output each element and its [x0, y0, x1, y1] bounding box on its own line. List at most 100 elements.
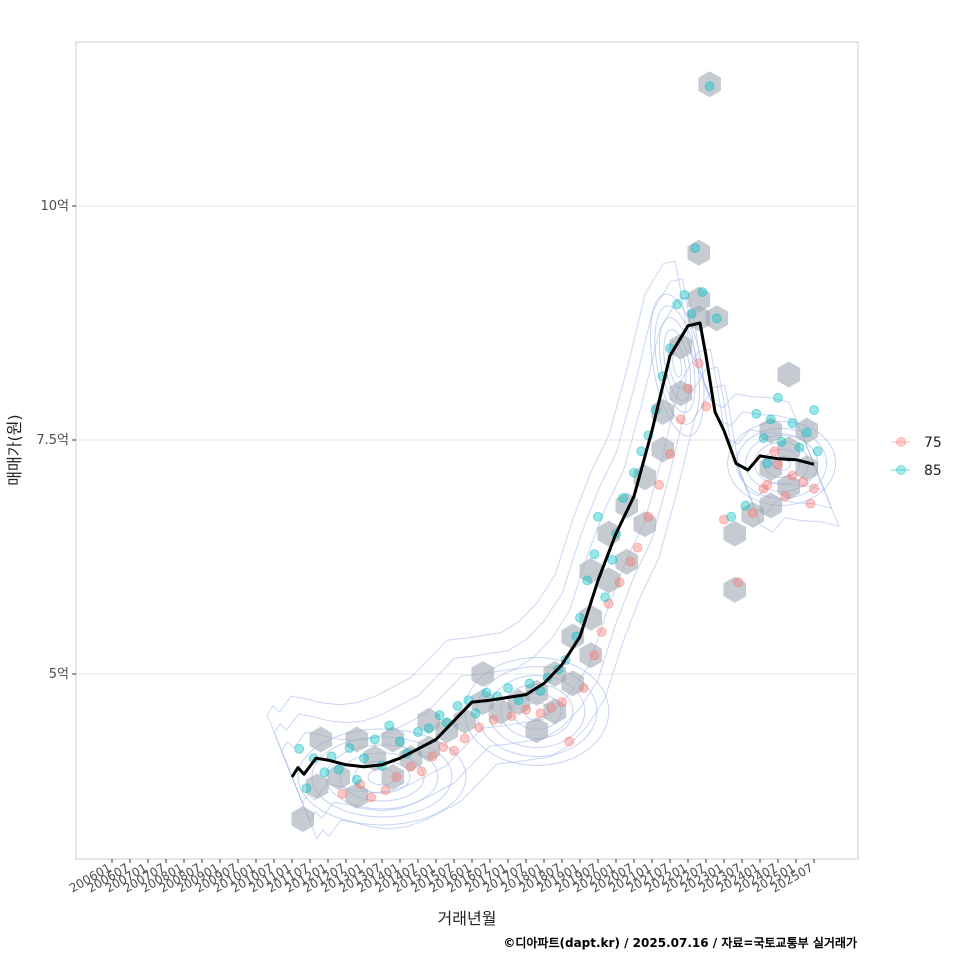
y-axis-ticks: 5억 7.5억 10억: [36, 199, 76, 682]
hexbin: [723, 576, 747, 603]
hexbin: [399, 745, 423, 772]
legend-label-75: 75: [924, 435, 942, 451]
legend: 75 85: [891, 435, 942, 479]
hexbin: [615, 548, 639, 575]
hexbin: [381, 726, 405, 753]
point-85: [470, 708, 481, 719]
point-85: [801, 427, 812, 438]
point-85: [503, 683, 513, 694]
point-85: [711, 313, 722, 324]
point-85: [319, 767, 330, 778]
hexbin: [777, 473, 801, 500]
point-75: [805, 498, 816, 509]
point-85: [481, 687, 492, 698]
hexbin: [651, 436, 675, 463]
hexbin: [759, 492, 783, 519]
hexbin: [795, 417, 819, 444]
hexbin: [759, 455, 783, 482]
point-75: [366, 792, 377, 803]
point-85: [434, 710, 445, 721]
point-75: [391, 771, 402, 782]
legend-label-85: 85: [924, 463, 942, 479]
point-85: [384, 720, 395, 731]
point-75: [535, 708, 546, 719]
density-contour: [658, 317, 696, 413]
hexbin: [309, 726, 333, 753]
point-75: [758, 483, 769, 494]
point-75: [733, 577, 744, 588]
hexbin: [597, 567, 621, 594]
y-tick-label: 5억: [49, 667, 69, 682]
point-85: [589, 549, 600, 560]
caption: ©디아파트(dapt.kr) / 2025.07.16 / 자료=국토교통부 실…: [503, 935, 857, 950]
point-85: [618, 493, 629, 504]
hexbin: [777, 436, 801, 463]
x-axis-ticks: 2006012006072007012007072008012008072009…: [67, 859, 816, 896]
legend-key-85: [896, 465, 906, 475]
point-85: [452, 700, 463, 711]
point-75: [578, 683, 589, 694]
hexbin: [705, 305, 729, 332]
hexbin: [305, 773, 329, 800]
point-75: [427, 751, 438, 762]
point-75: [654, 479, 665, 490]
point-85: [524, 678, 535, 689]
point-85: [582, 575, 593, 586]
point-85: [575, 612, 585, 623]
density-contour: [297, 728, 467, 826]
point-75: [474, 722, 485, 733]
point-85: [333, 764, 344, 775]
point-85: [697, 287, 708, 298]
hexbin: [741, 501, 765, 528]
point-75: [798, 477, 809, 488]
point-75: [589, 650, 600, 661]
point-75: [787, 470, 798, 481]
point-85: [686, 308, 697, 319]
point-75: [780, 491, 791, 502]
point-75: [693, 358, 704, 369]
hexbin: [777, 361, 801, 388]
hexbin: [687, 286, 711, 313]
point-85: [413, 727, 423, 738]
hexbin: [579, 642, 603, 669]
legend-key-75: [896, 437, 906, 447]
point-75: [769, 446, 780, 457]
hexbin: [345, 726, 369, 753]
point-75: [564, 736, 575, 747]
hexbin: [759, 417, 783, 444]
point-85: [395, 736, 405, 747]
point-85: [672, 299, 683, 310]
point-75: [747, 508, 758, 519]
point-85: [679, 289, 690, 300]
point-85: [294, 743, 305, 754]
point-85: [600, 592, 611, 603]
point-85: [809, 405, 819, 416]
hexbin: [381, 764, 405, 790]
point-75: [459, 733, 470, 744]
hexbin: [345, 782, 369, 809]
hexbin: [687, 239, 711, 266]
point-75: [557, 697, 567, 708]
point-75: [337, 788, 348, 799]
point-75: [809, 483, 819, 494]
hexbin: [579, 558, 603, 584]
point-75: [701, 401, 711, 412]
point-75: [603, 598, 614, 609]
point-75: [488, 714, 499, 725]
hexbin: [489, 698, 513, 725]
point-85: [751, 408, 762, 419]
point-85: [359, 753, 369, 764]
hexbin: [291, 806, 315, 833]
point-75: [625, 556, 636, 567]
point-85: [794, 442, 805, 453]
hexbin: [543, 698, 567, 725]
point-85: [344, 742, 355, 753]
point-75: [380, 785, 391, 796]
hexbin-layer: [291, 71, 819, 833]
hexbin: [327, 764, 351, 790]
point-85: [690, 243, 701, 254]
hexbin: [561, 670, 585, 697]
point-75: [438, 742, 449, 753]
scatter-points: [294, 81, 823, 803]
